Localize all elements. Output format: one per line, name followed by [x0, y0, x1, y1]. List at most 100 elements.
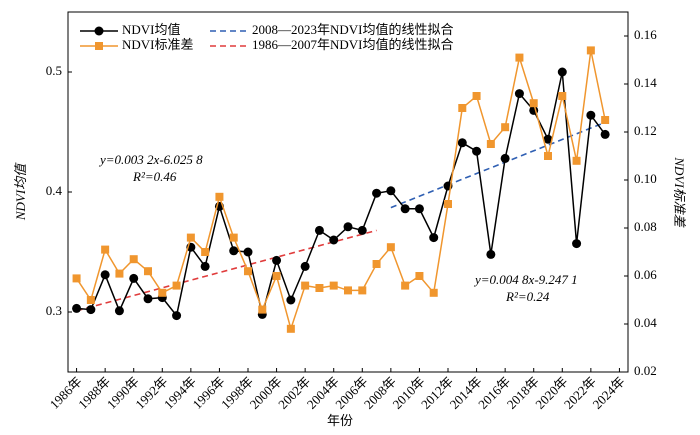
plot-frame [67, 11, 629, 373]
marker [229, 246, 239, 256]
marker [243, 247, 253, 257]
marker [514, 89, 524, 99]
marker [272, 272, 281, 280]
y2-axis-label: NDVI标准差 [672, 156, 687, 228]
legend-label: 2008—2023年NDVI均值的线性拟合 [252, 22, 454, 37]
marker [529, 99, 538, 108]
legend-label: 1986—2007年NDVI均值的线性拟合 [252, 37, 454, 52]
annotation: y=0.003 2x-6.025 8 [98, 152, 203, 167]
marker [358, 286, 367, 295]
marker [429, 233, 439, 243]
legend-marker [95, 42, 103, 50]
marker [143, 294, 153, 304]
y2-tick-label: 0.06 [634, 267, 657, 282]
marker [100, 270, 110, 280]
marker [357, 225, 367, 235]
marker [472, 146, 482, 156]
marker [144, 267, 152, 276]
marker [72, 274, 81, 283]
marker [586, 110, 596, 120]
legend-label: NDVI均值 [122, 22, 181, 37]
marker [600, 129, 610, 139]
marker [543, 134, 553, 144]
marker [286, 295, 296, 305]
marker [329, 235, 339, 245]
y-tick-label: 0.4 [46, 183, 63, 198]
marker [457, 138, 467, 148]
marker [557, 67, 567, 77]
x-axis-label: 年份 [327, 413, 353, 428]
annotation: y=0.004 8x-9.247 1 [473, 272, 578, 287]
marker [186, 233, 195, 242]
marker [486, 140, 495, 148]
annotation: R²=0.24 [505, 289, 550, 304]
marker [500, 153, 510, 163]
marker [401, 281, 410, 290]
marker [444, 200, 452, 208]
marker [329, 281, 338, 290]
marker [314, 225, 324, 235]
marker [244, 267, 252, 276]
marker [429, 288, 438, 297]
marker [558, 92, 567, 100]
marker [72, 303, 82, 313]
marker [414, 204, 424, 214]
y2-tick-label: 0.16 [634, 27, 657, 42]
marker [372, 188, 382, 198]
marker [486, 249, 496, 259]
marker [114, 306, 124, 316]
marker [115, 269, 124, 278]
marker [372, 260, 381, 268]
marker [586, 46, 595, 55]
marker [86, 296, 95, 304]
y2-tick-label: 0.10 [634, 171, 657, 186]
marker [501, 123, 510, 132]
marker [515, 53, 524, 62]
marker [229, 233, 238, 242]
y2-tick-label: 0.04 [634, 315, 657, 330]
x-tick-label: 2024年 [589, 374, 627, 412]
marker [258, 305, 267, 314]
marker [458, 104, 467, 112]
marker [386, 243, 395, 252]
y-tick-label: 0.5 [46, 63, 62, 78]
marker [129, 273, 139, 283]
marker [386, 186, 396, 196]
marker [601, 116, 610, 124]
marker [544, 152, 552, 160]
marker [101, 245, 110, 254]
marker [200, 261, 210, 271]
marker [129, 255, 138, 264]
marker [572, 156, 581, 165]
marker [301, 281, 310, 290]
annotation: R²=0.46 [132, 169, 177, 184]
y-axis-label: NDVI均值 [13, 162, 28, 221]
fit-line [76, 229, 377, 312]
series-line [75, 50, 606, 332]
legend-marker [94, 26, 104, 36]
y2-tick-label: 0.08 [634, 219, 657, 234]
y2-tick-label: 0.12 [634, 123, 657, 138]
marker [400, 204, 410, 214]
marker [344, 286, 352, 295]
marker [158, 288, 167, 297]
marker [172, 281, 181, 290]
marker [215, 192, 224, 201]
marker [343, 222, 353, 232]
y2-tick-label: 0.02 [634, 363, 657, 378]
marker [315, 284, 324, 292]
legend-label: NDVI标准差 [122, 37, 194, 52]
y2-tick-label: 0.14 [634, 75, 657, 90]
marker [201, 248, 210, 256]
marker [172, 311, 182, 321]
marker [472, 92, 481, 100]
marker [286, 324, 295, 333]
marker [415, 272, 424, 280]
marker [300, 261, 310, 271]
marker [572, 239, 582, 249]
marker [86, 305, 96, 315]
fit-line [390, 121, 606, 209]
y-tick-label: 0.3 [46, 303, 62, 318]
marker [272, 255, 282, 265]
